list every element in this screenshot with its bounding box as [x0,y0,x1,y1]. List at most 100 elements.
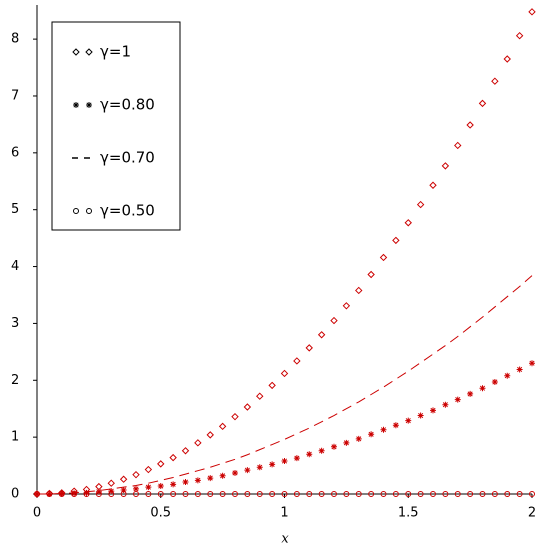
marker [306,491,313,497]
marker [232,469,238,476]
marker [86,208,92,214]
marker [194,439,202,447]
marker [293,491,300,497]
marker [479,385,486,392]
marker [503,55,511,63]
marker [454,396,461,403]
marker [144,465,153,474]
marker [157,491,164,497]
marker [504,372,511,379]
y-tick-label: 5 [11,202,19,217]
marker [405,417,412,424]
marker [120,487,127,494]
marker [430,407,436,414]
marker [281,491,288,497]
marker [317,331,326,339]
y-tick-label: 3 [11,316,19,331]
marker [133,491,139,497]
marker [181,447,190,455]
marker [71,491,78,497]
marker [194,477,201,484]
marker [342,302,351,310]
x-tick-label: 1 [280,506,288,521]
marker [491,378,498,385]
marker [219,472,226,479]
marker [219,491,226,497]
marker [293,455,300,462]
marker [182,479,189,486]
marker [380,426,387,433]
marker [86,102,92,108]
marker [132,470,140,479]
marker [491,77,499,85]
marker [231,412,239,421]
marker [170,481,177,488]
marker [442,491,449,497]
marker [430,491,436,497]
marker [355,435,362,442]
marker [120,491,127,497]
legend-label: γ=0.70 [100,149,155,167]
marker [269,461,276,468]
marker [404,219,412,227]
marker [380,491,387,497]
marker [405,491,412,497]
marker [417,412,424,419]
legend-label: γ=0.80 [100,96,155,114]
marker [454,491,461,497]
marker [293,357,301,365]
marker [479,491,486,497]
marker [71,490,78,497]
marker [416,200,425,209]
marker [355,286,363,295]
marker [73,102,79,108]
marker [83,489,90,496]
marker [529,360,535,367]
marker [478,99,487,108]
marker [331,491,337,497]
marker [355,491,362,497]
marker [72,48,80,56]
marker [281,458,288,465]
marker [108,491,115,497]
marker [256,464,263,471]
marker [442,401,449,408]
marker [429,181,437,189]
marker [170,491,177,497]
marker [368,431,375,438]
marker [244,491,251,497]
marker [232,491,238,497]
marker [244,467,251,474]
marker [73,208,79,214]
marker [119,475,128,483]
marker [194,491,201,497]
marker [467,491,474,497]
marker [268,381,276,390]
marker [392,236,400,245]
marker [218,422,227,431]
marker [367,270,375,279]
x-axis-label: x [281,532,289,547]
marker [207,475,214,482]
y-tick-label: 8 [11,32,19,47]
marker [206,431,214,439]
marker [529,491,535,497]
y-tick-label: 2 [11,373,19,388]
marker [58,491,65,497]
marker [157,483,164,490]
marker [343,439,350,446]
marker [243,403,252,411]
marker [169,453,177,462]
marker [343,491,350,497]
marker [95,482,103,491]
marker [417,491,424,497]
marker [454,141,462,150]
marker [441,162,450,170]
marker [280,369,289,378]
marker [85,48,93,56]
y-tick-label: 6 [11,145,19,160]
y-tick-label: 0 [11,487,19,502]
marker [306,451,313,458]
marker [133,485,139,492]
